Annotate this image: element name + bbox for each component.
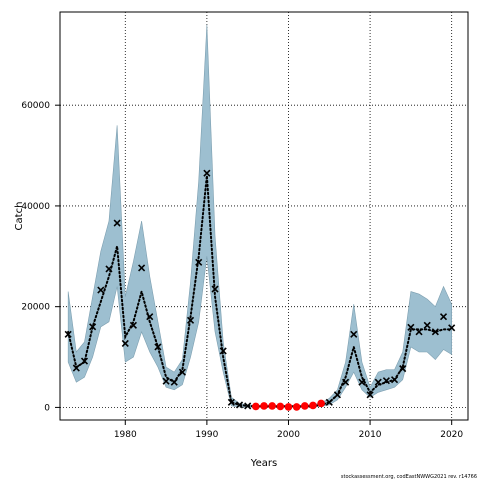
observed-point <box>146 313 154 321</box>
observed-point <box>105 265 113 273</box>
observed-point <box>162 377 170 385</box>
y-tick-label: 20000 <box>21 303 50 313</box>
highlighted-points <box>252 399 325 411</box>
highlighted-point <box>309 401 317 410</box>
x-tick-label: 2000 <box>277 430 300 440</box>
confidence-band-area <box>67 24 452 408</box>
observed-point <box>382 377 390 385</box>
observed-point <box>448 324 456 332</box>
observed-point <box>170 378 178 386</box>
observed-point <box>195 258 203 266</box>
observed-catch-markers <box>64 169 456 410</box>
observed-point <box>415 328 423 336</box>
observed-point <box>342 378 350 386</box>
observed-point <box>423 321 431 329</box>
observed-point <box>350 330 358 338</box>
highlighted-point <box>317 399 325 408</box>
x-tick-label: 2010 <box>359 430 382 440</box>
observed-point <box>227 398 235 406</box>
observed-point <box>113 219 121 227</box>
observed-point <box>72 364 80 372</box>
observed-point <box>89 323 97 331</box>
observed-point <box>219 347 227 355</box>
y-tick-label: 0 <box>44 403 50 413</box>
x-tick-label: 1980 <box>114 430 137 440</box>
observed-point <box>211 285 219 293</box>
y-axis-title: Catch <box>14 202 25 231</box>
highlighted-point <box>268 402 276 410</box>
plot-frame <box>59 11 469 421</box>
observed-point <box>64 330 72 338</box>
highlighted-point <box>292 403 301 411</box>
observed-point <box>138 264 146 272</box>
observed-point <box>80 357 89 365</box>
highlighted-point <box>260 402 268 410</box>
observed-point <box>186 316 195 324</box>
x-tick-label: 1990 <box>195 430 218 440</box>
observed-point <box>439 313 448 321</box>
observed-point <box>358 378 366 386</box>
observed-point <box>366 391 374 399</box>
observed-point <box>235 401 244 409</box>
y-tick-label: 40000 <box>21 202 50 212</box>
observed-point <box>154 343 162 351</box>
observed-point <box>399 365 407 373</box>
observed-point <box>333 391 342 399</box>
observed-point <box>121 339 129 348</box>
observed-point <box>97 286 105 294</box>
highlighted-point <box>276 402 285 411</box>
y-tick-label: 60000 <box>21 101 50 111</box>
highlighted-point <box>252 402 260 411</box>
x-axis-title: Years <box>250 458 277 469</box>
y-axis: 0 20000 40000 60000 <box>21 101 60 413</box>
x-tick-label: 2020 <box>440 430 463 440</box>
observed-point <box>244 402 252 410</box>
observed-point <box>390 376 399 384</box>
observed-point <box>431 328 439 336</box>
x-axis: 1980 1990 2000 2010 2020 <box>114 420 463 440</box>
highlighted-point <box>301 402 309 410</box>
observed-point <box>374 378 382 386</box>
observed-point <box>178 368 186 376</box>
observed-point <box>203 169 211 177</box>
highlighted-point <box>284 403 293 411</box>
confidence-band <box>67 24 452 408</box>
observed-point <box>129 321 138 329</box>
observed-point <box>407 323 415 331</box>
footer-note: stockassessment.org, codEastNWWG2021 rev… <box>341 474 477 480</box>
observed-point <box>325 398 333 406</box>
